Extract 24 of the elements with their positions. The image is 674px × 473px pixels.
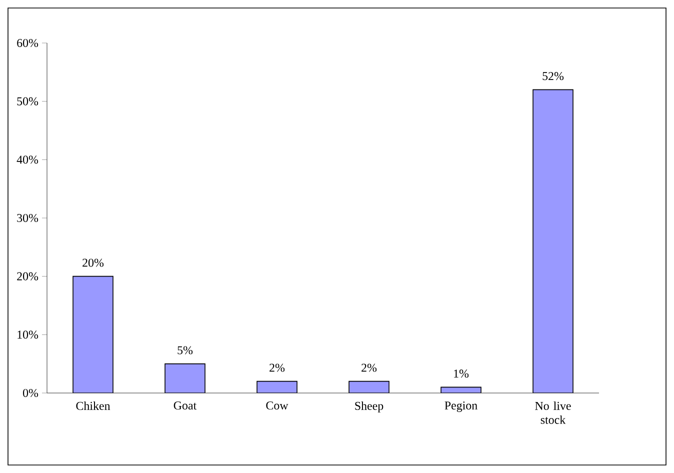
data-label: 5% [178, 346, 193, 354]
y-tick-label: 30% [17, 214, 38, 222]
y-tick-label: 40% [16, 156, 38, 164]
data-label: 2% [270, 364, 285, 372]
bar [532, 89, 574, 393]
x-tick-label: Sheep [355, 402, 384, 412]
bar [72, 276, 114, 393]
data-label: 52% [542, 72, 564, 80]
data-label: 20% [82, 258, 104, 267]
x-tick-label: Goat [174, 402, 197, 410]
y-tick-label: 0% [23, 388, 38, 398]
y-tick-label: 50% [17, 97, 38, 106]
y-tick-label: 60% [17, 38, 38, 48]
bar [164, 363, 206, 393]
data-label: 2% [362, 364, 377, 372]
y-tick-label: 10% [18, 330, 38, 339]
x-tick-label: Chiken [76, 402, 110, 410]
x-tick-label: No live stock [535, 402, 571, 424]
bar [349, 381, 390, 393]
bar [257, 381, 298, 393]
x-tick-label: Pegion [444, 402, 478, 412]
y-tick-label: 20% [17, 272, 38, 280]
x-tick-label: Cow [266, 402, 288, 410]
data-label: 1% [454, 370, 469, 378]
